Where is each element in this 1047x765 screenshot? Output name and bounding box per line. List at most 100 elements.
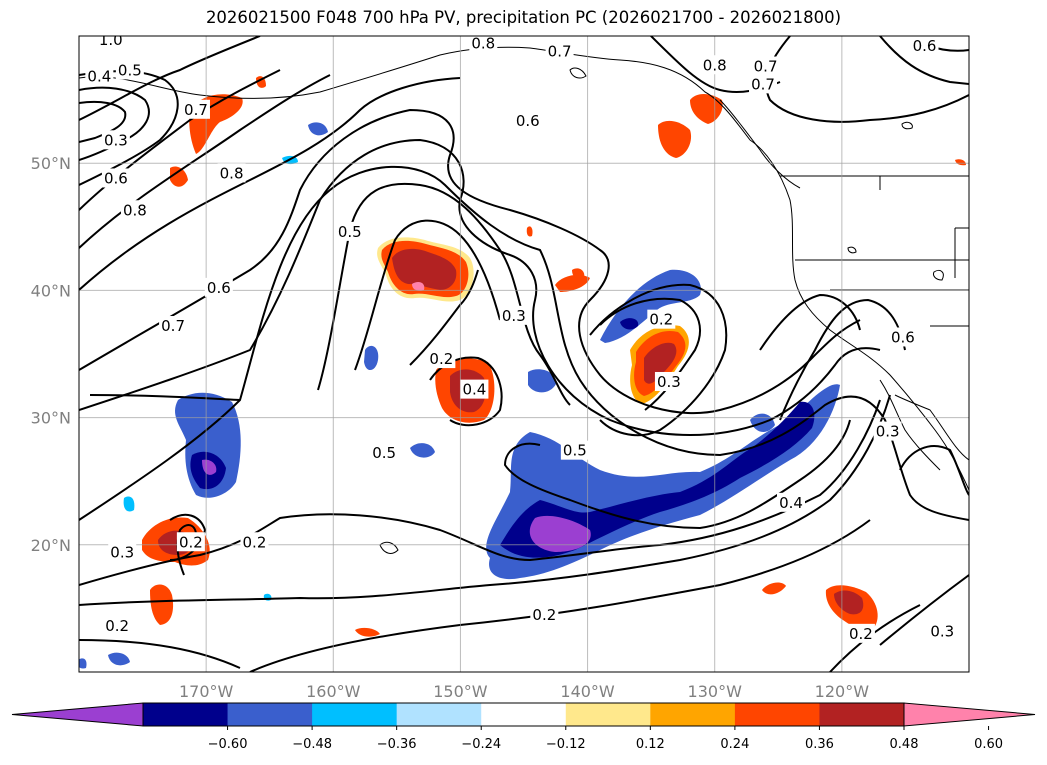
- contour-label-bg: [700, 55, 729, 75]
- contour-label-bg: [846, 623, 875, 643]
- colorbar-outline: [142, 702, 905, 727]
- colorbar-bin: [481, 703, 567, 726]
- contour-label-bg: [108, 542, 137, 562]
- contour-label-bg: [647, 309, 676, 329]
- lon-tick-label: 120°W: [815, 682, 870, 701]
- contour-label-bg: [910, 36, 939, 56]
- colorbar-tick-label: −0.12: [546, 737, 586, 752]
- colorbar-tick-label: 0.24: [720, 737, 749, 752]
- contour-label: 0.6: [913, 37, 937, 55]
- colorbar-tick-label: −0.48: [292, 737, 332, 752]
- contour-label: 0.3: [104, 131, 128, 149]
- contour-label-bg: [888, 327, 917, 347]
- contour-label: 1.0: [99, 31, 123, 49]
- contour-label-bg: [85, 66, 114, 86]
- contour-label-bg: [204, 277, 233, 297]
- colorbar-bin: [565, 703, 651, 726]
- contour-label: 0.3: [502, 307, 526, 325]
- contour-label: 0.3: [110, 543, 134, 561]
- contour-label-bg: [120, 200, 149, 220]
- contour-label: 0.2: [179, 533, 203, 551]
- contour-label: 0.6: [207, 279, 231, 297]
- precip-negative-shading: [79, 122, 840, 669]
- contour-label: 0.8: [123, 201, 147, 219]
- contour-label-bg: [335, 221, 364, 241]
- colorbar-extend-low: [11, 702, 144, 727]
- contour-label: 0.6: [516, 112, 540, 130]
- map-title: 2026021500 F048 700 hPa PV, precipitatio…: [205, 8, 842, 27]
- colorbar-tick-label: −0.24: [461, 737, 501, 752]
- colorbar-bin: [650, 703, 736, 726]
- contour-label: 0.2: [649, 311, 673, 329]
- contour-label: 0.7: [161, 317, 185, 335]
- contour-label-bg: [181, 99, 210, 119]
- contour-label: 0.8: [703, 56, 727, 74]
- contour-label-bg: [103, 616, 132, 636]
- contour-label: 0.7: [548, 42, 572, 60]
- contour-label-bg: [499, 305, 528, 325]
- contour-label-bg: [101, 130, 130, 150]
- colorbar-tick-label: 0.48: [890, 737, 919, 752]
- contour-label-bg: [751, 56, 780, 76]
- lat-tick-label: 20°N: [31, 536, 71, 555]
- contour-label: 0.2: [243, 533, 267, 551]
- lat-tick-label: 50°N: [31, 154, 71, 173]
- contour-label-bg: [513, 111, 542, 131]
- contour-label-bg: [460, 379, 489, 399]
- colorbar-bin: [734, 703, 820, 726]
- contour-label: 0.6: [891, 328, 915, 346]
- contour-label-bg: [217, 163, 246, 183]
- contour-label: 0.8: [220, 164, 244, 182]
- contour-label: 0.6: [104, 169, 128, 187]
- contour-label-bg: [115, 60, 144, 80]
- colorbar-bin: [819, 703, 905, 726]
- contour-label-bg: [159, 316, 188, 336]
- contour-label-bg: [530, 604, 559, 624]
- map-frame: [78, 35, 970, 673]
- contour-label: 0.2: [532, 606, 556, 624]
- contour-label-bg: [545, 41, 574, 61]
- contour-label-bg: [560, 440, 589, 460]
- contour-label: 0.7: [754, 58, 778, 76]
- contour-label: 0.3: [876, 423, 900, 441]
- contour-label-bg: [777, 492, 805, 512]
- contour-label-bg: [654, 371, 683, 391]
- lon-tick-label: 170°W: [179, 682, 234, 701]
- contour-label: 0.3: [657, 373, 681, 391]
- contour-label: 0.4: [462, 381, 486, 399]
- lat-tick-label: 40°N: [31, 281, 71, 300]
- colorbar-tick-label: −0.36: [377, 737, 417, 752]
- contour-label: 0.5: [563, 442, 587, 460]
- contour-label-bg: [176, 532, 205, 552]
- contour-label-bg: [873, 421, 902, 441]
- colorbar-tick-label: 0.36: [805, 737, 834, 752]
- colorbar-tick-label: 0.12: [636, 737, 665, 752]
- lat-tick-label: 30°N: [31, 409, 71, 428]
- lon-tick-label: 130°W: [688, 682, 743, 701]
- contour-label-bg: [101, 168, 130, 188]
- contour-label-bg: [469, 36, 498, 53]
- contour-label-bg: [370, 443, 399, 463]
- contour-label: 0.2: [429, 350, 453, 368]
- contour-label: 0.3: [930, 622, 954, 640]
- contour-label: 0.5: [118, 61, 142, 79]
- contour-label: 0.4: [779, 494, 803, 512]
- pv-contour-labels: 1.0 0.4 0.5 0.3 0.6 0.8 0.7 0.8 0.6 0.7 0.5 0.3 0.2 0…: [85, 31, 957, 643]
- colorbar-bin: [227, 703, 313, 726]
- colorbar: −0.60 −0.48 −0.36 −0.24 −0.12 0.12 0.24 0.36 0.4…: [11, 702, 1036, 752]
- contour-label-bg: [928, 621, 957, 641]
- contour-label: 0.7: [184, 101, 208, 119]
- contour-label: 0.7: [751, 75, 775, 93]
- contour-label-bg: [427, 349, 456, 369]
- contour-label: 0.8: [471, 35, 495, 53]
- contour-label: 0.5: [338, 223, 362, 241]
- colorbar-extend-high: [903, 702, 1036, 727]
- contour-label: 0.4: [87, 68, 111, 86]
- lon-tick-label: 160°W: [306, 682, 361, 701]
- axis-tick-labels: 170°W 160°W 150°W 140°W 130°W 120°W 20°N 30°N 40…: [31, 154, 870, 701]
- colorbar-tick-label: −0.60: [208, 737, 248, 752]
- contour-label: 0.2: [849, 625, 873, 643]
- colorbar-bin: [143, 703, 229, 726]
- contour-label: 0.5: [372, 444, 396, 462]
